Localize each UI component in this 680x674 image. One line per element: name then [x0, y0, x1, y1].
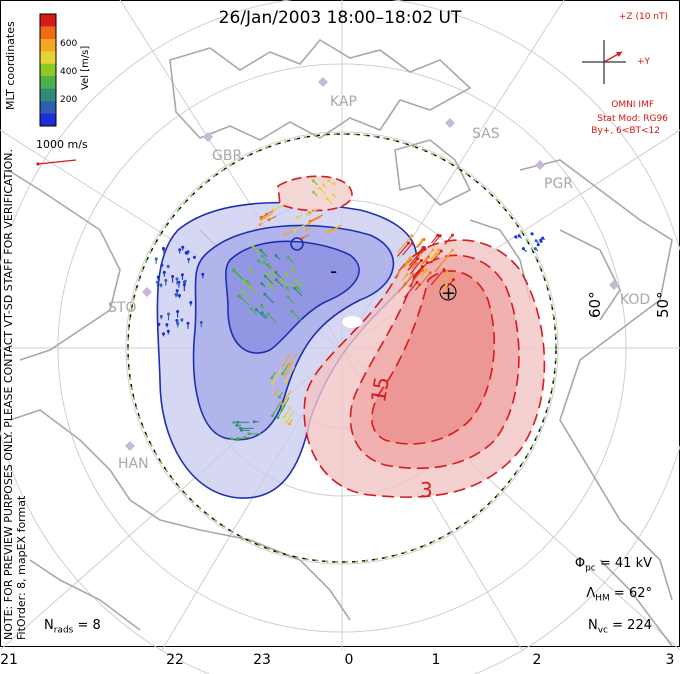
negative-min-marker — [290, 237, 304, 251]
station-label-pgr: PGR — [544, 176, 574, 192]
latitude-label-60: 60° — [586, 291, 604, 318]
station-marker-sas — [445, 118, 455, 128]
station-marker-gbr — [203, 132, 213, 142]
contour-label-15: 15 — [366, 374, 395, 405]
hour-label-3: 3 — [665, 652, 675, 668]
velocity-vectors — [154, 179, 545, 441]
positive-center-marker: + — [441, 283, 456, 304]
hour-label-21: 21 — [0, 652, 18, 668]
station-label-sas: SAS — [472, 126, 500, 142]
pole-gap — [342, 316, 362, 328]
colorbar-band — [40, 76, 56, 90]
negative-cell-inner — [225, 240, 360, 354]
velocity-reference-dot — [36, 162, 40, 166]
colorbar-band — [40, 51, 56, 65]
station-label-han: HAN — [118, 456, 149, 472]
hour-label-0: 0 — [344, 652, 354, 668]
colorbar-band — [40, 88, 56, 102]
map-title: 26/Jan/2003 18:00–18:02 UT — [218, 8, 462, 28]
station-marker-pgr — [535, 160, 545, 170]
hour-label-22: 22 — [166, 652, 184, 668]
contour-label-3: 3 — [420, 478, 433, 502]
colorbar-band — [40, 63, 56, 77]
stat-n-vc: Nvc = 224 — [588, 618, 652, 636]
station-label-gbr: GBR — [212, 148, 243, 164]
stat-lambda-hm: ΛHM = 62° — [586, 586, 652, 604]
imf-clock — [582, 40, 626, 84]
imf-source: OMNI IMF — [611, 100, 654, 110]
station-label-kod: KOD — [620, 292, 651, 308]
side-note: NOTE: FOR PREVIEW PURPOSES ONLY. PLEASE … — [2, 149, 28, 640]
negative-center-marker: - — [330, 259, 337, 283]
colorbar-band — [40, 38, 56, 52]
hour-label-1: 1 — [431, 652, 441, 668]
latitude-label-50: 50° — [654, 291, 672, 318]
station-marker-han — [125, 441, 135, 451]
hour-label-2: 2 — [532, 652, 542, 668]
velocity-colorbar — [39, 13, 57, 127]
colorbar-band — [40, 14, 56, 27]
colorbar-band — [40, 101, 56, 115]
fit-order-note: FitOrder: 8, mapEX format — [15, 495, 28, 640]
station-marker-sto — [142, 287, 152, 297]
colorbar-band — [40, 26, 56, 40]
imf-stat-mod: Stat Mod: RG96 — [597, 114, 668, 124]
coastlines — [7, 38, 673, 647]
station-markers — [125, 77, 619, 451]
velocity-reference-arrow — [37, 159, 77, 165]
colorbar-unit: Vel [m/s] — [80, 45, 91, 90]
hmb-boundary-green — [127, 133, 557, 563]
colorbar-tick-400: 400 — [60, 67, 78, 77]
colorbar-band — [40, 113, 56, 127]
imf-bz-label: +Z (10 nT) — [618, 12, 668, 22]
imf-condition: By+, 6<BT<12 — [591, 126, 660, 136]
station-marker-kod — [609, 280, 619, 290]
stat-phi-pc: Φpc = 41 kV — [574, 556, 652, 574]
station-label-kap: KAP — [330, 94, 357, 110]
station-label-sto: STO — [108, 300, 137, 316]
colorbar-tick-200: 200 — [60, 95, 78, 105]
station-marker-kap — [318, 77, 328, 87]
hour-label-23: 23 — [253, 652, 271, 668]
colorbar-tick-600: 600 — [60, 39, 78, 49]
stat-n-rads: Nrads = 8 — [44, 618, 101, 636]
imf-by-label: +Y — [636, 57, 650, 67]
velocity-reference-label: 1000 m/s — [36, 138, 88, 151]
positive-cell-inner — [371, 270, 496, 445]
coords-label: MLT coordinates — [4, 21, 17, 110]
preview-note: NOTE: FOR PREVIEW PURPOSES ONLY. PLEASE … — [2, 148, 15, 640]
